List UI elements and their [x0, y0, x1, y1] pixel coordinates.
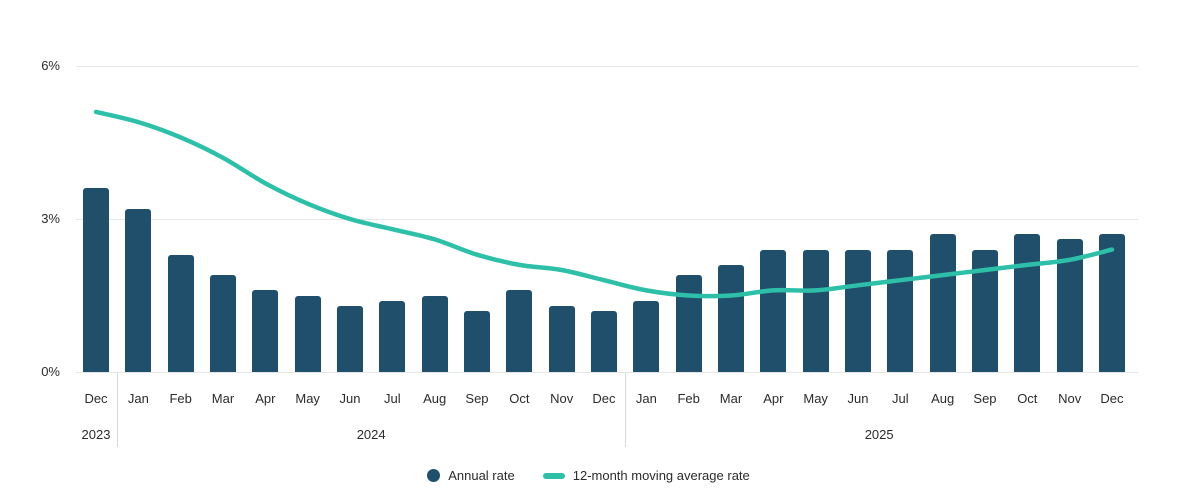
x-axis-label-20: Aug	[931, 391, 955, 406]
moving-average-marker-icon	[542, 472, 565, 479]
x-axis-label-1: Jan	[127, 391, 149, 406]
bar-sep-9[interactable]	[463, 310, 490, 372]
x-axis-label-8: Aug	[423, 391, 447, 406]
y-axis-tick-0pct: 0%	[41, 364, 60, 379]
bar-may-5[interactable]	[294, 295, 321, 372]
bar-apr-16[interactable]	[760, 249, 787, 372]
bar-jul-19[interactable]	[887, 249, 914, 372]
x-axis-label-22: Oct	[1017, 391, 1038, 406]
y-axis-tick-3pct: 3%	[41, 211, 60, 226]
x-axis-label-7: Jul	[384, 391, 401, 406]
x-axis-label-6: Jun	[339, 391, 361, 406]
legend-label-moving-average: 12-month moving average rate	[572, 468, 750, 483]
x-axis-label-24: Dec	[1100, 391, 1124, 406]
x-axis-label-13: Jan	[635, 391, 657, 406]
year-separator-2025	[625, 373, 627, 447]
bar-aug-20[interactable]	[929, 234, 956, 372]
year-label-2023: 2023	[81, 427, 111, 442]
y-axis-tick-6pct: 6%	[41, 58, 60, 73]
x-axis-label-16: Apr	[763, 391, 784, 406]
x-axis-baseline	[76, 372, 1138, 373]
x-axis-label-10: Oct	[509, 391, 530, 406]
x-axis-label-12: Dec	[592, 391, 616, 406]
x-axis-label-5: May	[295, 391, 320, 406]
bar-aug-8[interactable]	[421, 295, 448, 372]
bar-feb-14[interactable]	[675, 275, 702, 372]
x-axis-label-23: Nov	[1058, 391, 1082, 406]
year-separator-2024	[117, 373, 119, 447]
x-axis-label-3: Mar	[211, 391, 235, 406]
year-label-2025: 2025	[864, 427, 894, 442]
bar-dec-24[interactable]	[1098, 234, 1125, 372]
bar-jun-18[interactable]	[844, 249, 871, 372]
x-axis-label-18: Jun	[847, 391, 869, 406]
bar-mar-15[interactable]	[717, 264, 744, 372]
x-axis-label-15: Mar	[719, 391, 743, 406]
bar-jan-13[interactable]	[633, 300, 660, 372]
x-axis-label-11: Nov	[550, 391, 574, 406]
bar-jan-1[interactable]	[125, 208, 152, 372]
annual-rate-marker-icon	[427, 469, 441, 482]
legend-item-annual-rate[interactable]: Annual rate	[427, 468, 515, 483]
bar-may-17[interactable]	[802, 249, 829, 372]
bar-dec-12[interactable]	[590, 310, 617, 372]
bar-jun-6[interactable]	[336, 305, 363, 372]
x-axis-label-0: Dec	[84, 391, 108, 406]
x-axis-label-4: Apr	[255, 391, 276, 406]
bar-feb-2[interactable]	[167, 254, 194, 372]
legend: Annual rate 12-month moving average rate	[0, 468, 1177, 483]
bar-jul-7[interactable]	[379, 300, 406, 372]
year-label-2024: 2024	[356, 427, 386, 442]
x-axis-label-21: Sep	[973, 391, 997, 406]
bar-dec-0[interactable]	[83, 188, 109, 372]
legend-item-moving-average[interactable]: 12-month moving average rate	[542, 468, 750, 483]
x-axis-label-9: Sep	[465, 391, 489, 406]
legend-label-annual-rate: Annual rate	[448, 468, 515, 483]
bar-nov-11[interactable]	[548, 305, 575, 372]
x-axis-label-2: Feb	[169, 391, 192, 406]
gridline-3pct	[76, 219, 1138, 220]
x-axis-label-17: May	[803, 391, 828, 406]
x-axis-label-14: Feb	[677, 391, 700, 406]
bar-oct-22[interactable]	[1014, 234, 1041, 372]
bar-oct-10[interactable]	[506, 290, 533, 372]
moving-average-line-path[interactable]	[93, 109, 1115, 299]
bar-mar-3[interactable]	[209, 275, 236, 372]
gridline-6pct	[76, 66, 1138, 67]
bar-apr-4[interactable]	[252, 290, 279, 372]
x-axis-label-19: Jul	[892, 391, 909, 406]
